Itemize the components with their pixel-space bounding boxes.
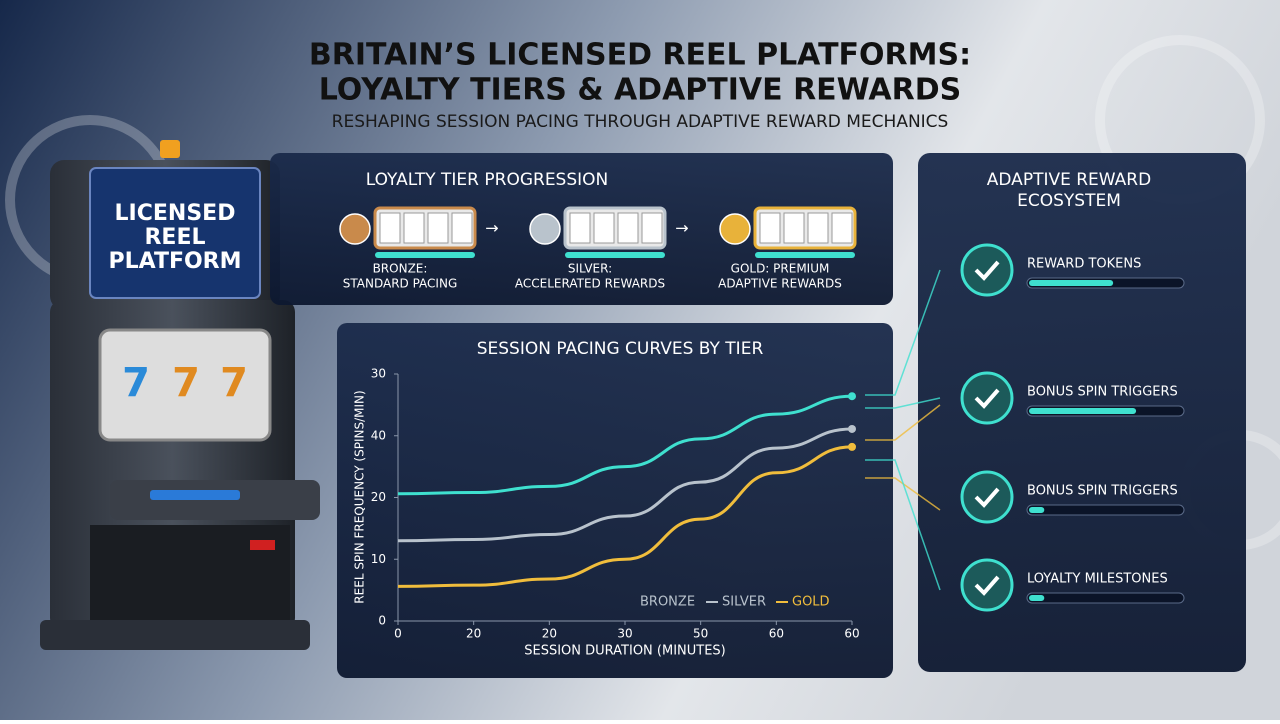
progress-fill bbox=[1029, 595, 1045, 601]
progress-fill bbox=[1029, 408, 1137, 414]
x-tick-label: 60 bbox=[769, 627, 784, 641]
tier-label: BRONZE: bbox=[373, 262, 428, 276]
x-tick-label: 60 bbox=[844, 627, 859, 641]
reel-cell bbox=[617, 212, 639, 244]
reel-cell bbox=[593, 212, 615, 244]
legend-label: SILVER bbox=[722, 595, 766, 610]
tier-arrow: → bbox=[485, 219, 498, 238]
y-tick-label: 30 bbox=[371, 367, 386, 381]
x-tick-label: 20 bbox=[542, 627, 557, 641]
reel-cell bbox=[831, 212, 853, 244]
end-dot bbox=[848, 392, 856, 401]
tier-label: ADAPTIVE REWARDS bbox=[718, 277, 842, 291]
chart-panel bbox=[337, 323, 893, 678]
reel-cell bbox=[379, 212, 401, 244]
reel-cell bbox=[807, 212, 829, 244]
tier-label: SILVER: bbox=[568, 262, 612, 276]
y-axis-label: REEL SPIN FREQUENCY (SPINS/MIN) bbox=[353, 390, 367, 603]
y-tick-label: 40 bbox=[371, 428, 386, 442]
reward-label: BONUS SPIN TRIGGERS bbox=[1027, 484, 1178, 499]
reward-label: LOYALTY MILESTONES bbox=[1027, 572, 1168, 587]
screen-text: REEL bbox=[144, 225, 205, 250]
tier-badge bbox=[339, 213, 371, 245]
reel-cell bbox=[427, 212, 449, 244]
reward-label: BONUS SPIN TRIGGERS bbox=[1027, 385, 1178, 400]
reward-check bbox=[974, 575, 1000, 596]
x-tick-label: 50 bbox=[693, 627, 708, 641]
legend-label: BRONZE bbox=[640, 595, 695, 610]
slot-machine: 7 7 7 bbox=[40, 140, 320, 650]
chart-title: SESSION PACING CURVES BY TIER bbox=[477, 339, 764, 359]
progress-track bbox=[1026, 504, 1185, 516]
y-tick-label: 20 bbox=[371, 490, 386, 504]
reward-check bbox=[974, 260, 1000, 281]
tier-badge bbox=[529, 213, 561, 245]
y-tick-label: 10 bbox=[371, 552, 386, 566]
reward-title: ECOSYSTEM bbox=[1017, 191, 1121, 211]
reel-cell bbox=[641, 212, 663, 244]
tier-title: LOYALTY TIER PROGRESSION bbox=[366, 170, 609, 190]
tier-badge bbox=[719, 213, 751, 245]
connector bbox=[865, 397, 941, 409]
series-line bbox=[397, 445, 853, 588]
x-tick-label: 0 bbox=[394, 627, 402, 641]
reel-cell bbox=[759, 212, 781, 244]
reward-check bbox=[974, 388, 1000, 409]
connector bbox=[865, 459, 941, 591]
legend-label: GOLD bbox=[792, 595, 830, 610]
series-line bbox=[397, 427, 853, 543]
reward-icon-glow bbox=[960, 470, 1014, 524]
reel-cell bbox=[451, 212, 473, 244]
tier-label: ACCELERATED REWARDS bbox=[515, 277, 665, 291]
progress-fill bbox=[1029, 507, 1045, 513]
svg-text:7: 7 bbox=[172, 360, 200, 406]
tier-bar bbox=[375, 252, 475, 258]
tier-bar bbox=[755, 252, 855, 258]
progress-fill bbox=[1029, 280, 1114, 286]
reward-icon-glow bbox=[960, 371, 1014, 425]
connector bbox=[865, 404, 941, 441]
title: LOYALTY TIERS & ADAPTIVE REWARDS bbox=[319, 73, 961, 108]
connector bbox=[865, 477, 941, 511]
reward-icon-glow bbox=[960, 558, 1014, 612]
svg-text:7: 7 bbox=[220, 360, 248, 406]
tier-arrow: → bbox=[675, 219, 688, 238]
reel-cell bbox=[569, 212, 591, 244]
end-dot bbox=[848, 424, 856, 433]
reward-title: ADAPTIVE REWARD bbox=[987, 170, 1151, 190]
end-dot bbox=[848, 442, 856, 451]
reward-icon-glow bbox=[960, 243, 1014, 297]
y-tick-label: 0 bbox=[378, 614, 386, 628]
connector bbox=[865, 269, 941, 396]
subtitle: RESHAPING SESSION PACING THROUGH ADAPTIV… bbox=[332, 112, 949, 132]
tier-label: STANDARD PACING bbox=[343, 277, 458, 291]
tier-label: GOLD: PREMIUM bbox=[731, 262, 830, 276]
progress-track bbox=[1026, 592, 1185, 604]
x-tick-label: 30 bbox=[617, 627, 632, 641]
x-tick-label: 20 bbox=[466, 627, 481, 641]
svg-text:7: 7 bbox=[122, 360, 150, 406]
series-line bbox=[397, 394, 853, 496]
x-axis-label: SESSION DURATION (MINUTES) bbox=[524, 644, 726, 659]
title: BRITAIN’S LICENSED REEL PLATFORMS: bbox=[309, 38, 971, 73]
reward-check bbox=[974, 487, 1000, 508]
reward-label: REWARD TOKENS bbox=[1027, 257, 1141, 272]
tier-bar bbox=[565, 252, 665, 258]
screen-text: LICENSED bbox=[115, 201, 236, 226]
reel-cell bbox=[783, 212, 805, 244]
reel-cell bbox=[403, 212, 425, 244]
screen-text: PLATFORM bbox=[108, 249, 241, 274]
